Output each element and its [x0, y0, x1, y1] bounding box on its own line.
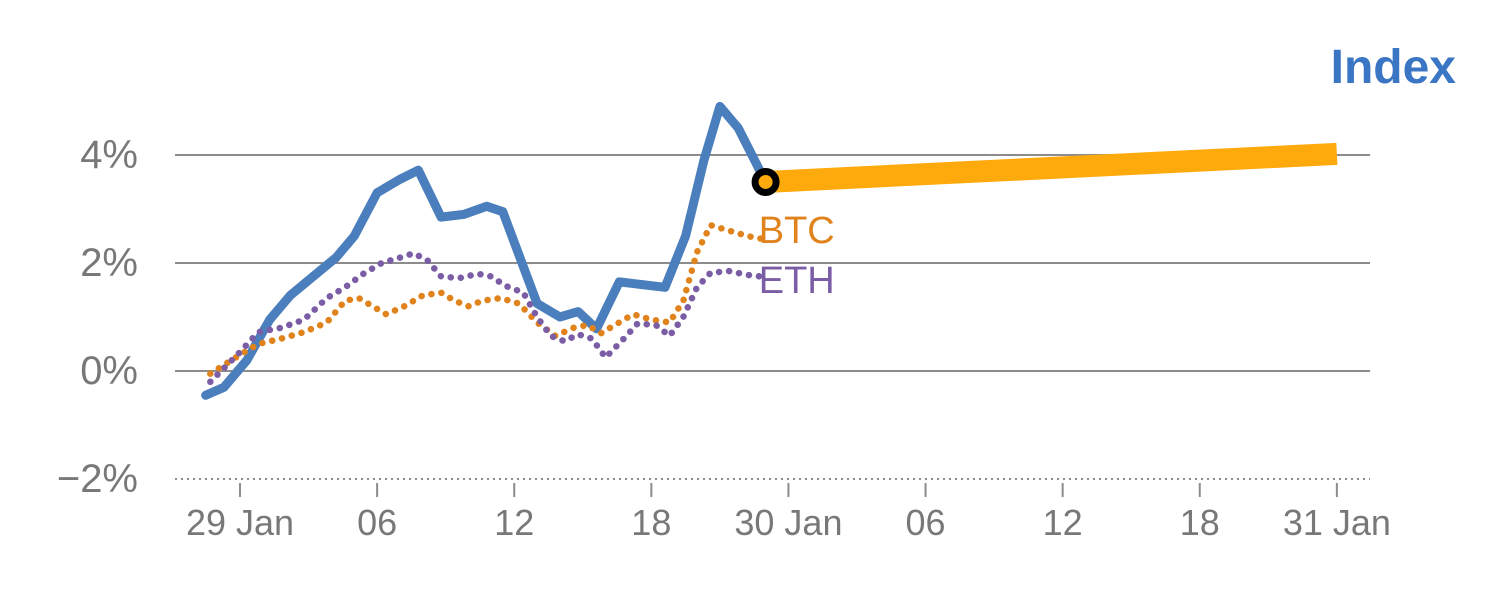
current-value-marker: [751, 167, 780, 196]
x-axis-label: 29 Jan: [186, 502, 294, 543]
chart-title: Index: [1330, 41, 1456, 94]
x-axis-label: 18: [631, 502, 671, 543]
x-axis-label: 06: [906, 502, 946, 543]
x-axis-label: 06: [357, 502, 397, 543]
y-axis-label: −2%: [57, 457, 138, 501]
y-axis-label: 2%: [80, 241, 138, 285]
x-axis-label: 18: [1180, 502, 1220, 543]
x-axis-label: 12: [494, 502, 534, 543]
eth-label: ETH: [759, 260, 835, 302]
y-axis-label: 0%: [80, 349, 138, 393]
x-axis-label: 12: [1043, 502, 1083, 543]
index-line: [201, 101, 771, 400]
index-projection-band: [765, 142, 1338, 193]
btc-line: [207, 221, 765, 377]
eth-line: [207, 250, 765, 386]
x-axis-label: 30 Jan: [734, 502, 842, 543]
x-axis-label: 31 Jan: [1283, 502, 1391, 543]
y-axis-label: 4%: [80, 133, 138, 177]
btc-label: BTC: [759, 210, 835, 252]
